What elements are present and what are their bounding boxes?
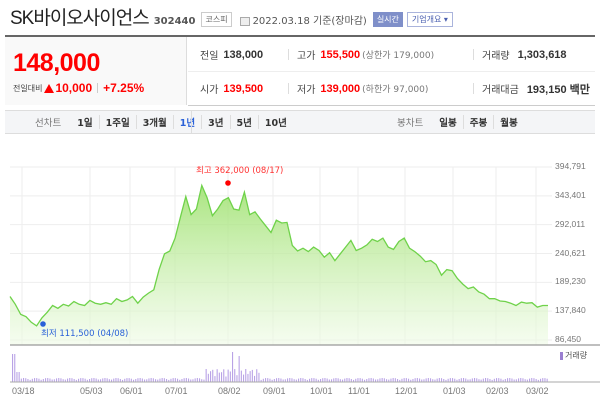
y-tick-label: 189,230 — [555, 276, 586, 287]
candle-chart-label: 봉차트 — [397, 118, 424, 129]
low-annotation: 최저 111,500 (04/08) — [41, 329, 129, 339]
change-percent: +7.25% — [103, 81, 145, 95]
period-1d[interactable]: 1일 — [77, 118, 93, 129]
x-tick-label: 02/03 — [486, 386, 509, 396]
volume-swatch-icon — [560, 351, 563, 360]
low-price: 저가 139,000 (하한가 97,000) — [288, 81, 473, 96]
price-summary: 148,000 전일대비 10,000 +7.25% — [5, 37, 187, 105]
x-tick-label: 08/02 — [218, 386, 241, 396]
y-tick-label: 86,450 — [555, 334, 581, 344]
candle-weekly[interactable]: 주봉 — [462, 115, 493, 129]
info-row-1: 전일 138,000 고가 155,500 (상한가 179,000) 거래량 … — [188, 38, 595, 72]
high-price: 고가 155,500 (상한가 179,000) — [288, 47, 473, 62]
trade-value: 거래대금 193,150 백만 — [473, 81, 590, 97]
candle-monthly[interactable]: 월봉 — [493, 115, 523, 129]
y-tick-label: 343,401 — [555, 189, 586, 200]
prev-close: 전일 138,000 — [200, 48, 264, 63]
price-line — [9, 183, 548, 327]
x-tick-label: 06/01 — [120, 386, 143, 396]
info-row-2: 시가 139,500 저가 139,000 (하한가 97,000) 거래대금 … — [188, 72, 595, 106]
price-chart[interactable] — [0, 140, 600, 410]
x-tick-label: 01/03 — [443, 386, 466, 396]
change-label: 전일대비 — [13, 83, 43, 93]
period-1w[interactable]: 1주일 — [98, 115, 136, 129]
period-3y[interactable]: 3년 — [201, 115, 229, 129]
volume: 거래량 1,303,618 — [473, 47, 567, 62]
period-1y[interactable]: 1년 — [172, 115, 201, 129]
y-tick-label: 137,840 — [555, 305, 586, 316]
x-tick-label: 12/01 — [395, 386, 418, 396]
volume-legend: 거래량 — [560, 350, 587, 361]
company-info-dropdown[interactable]: 기업개요 ▾ — [406, 12, 453, 27]
current-price: 148,000 — [13, 49, 100, 77]
high-annotation: 최고 362,000 (08/17) — [196, 166, 284, 176]
volume-bars — [12, 352, 548, 382]
stock-code: 302440 — [153, 16, 196, 27]
x-tick-label: 05/03 — [80, 386, 103, 396]
candle-chart-periods: 봉차트 일봉 주봉 월봉 — [397, 111, 524, 133]
y-tick-label: 292,011 — [555, 218, 586, 229]
change-amount: 10,000 — [55, 81, 93, 95]
market-badge: 코스피 — [201, 12, 232, 27]
divider — [191, 111, 192, 133]
y-tick-label: 394,791 — [555, 161, 586, 171]
x-tick-label: 11/01 — [348, 386, 370, 396]
title-row: SK바이오사이언스 302440 코스피 2022.03.18 기준(장마감) … — [10, 6, 453, 30]
separator — [97, 83, 99, 93]
x-tick-label: 07/01 — [165, 386, 188, 396]
x-tick-label: 10/01 — [310, 386, 333, 396]
line-chart-label: 선차트 — [35, 118, 62, 129]
x-tick-label: 09/01 — [263, 386, 286, 396]
company-name: SK바이오사이언스 — [10, 8, 150, 29]
price-change: 전일대비 10,000 +7.25% — [13, 81, 144, 95]
up-triangle-icon — [44, 83, 55, 93]
x-tick-label: 03/02 — [526, 386, 549, 396]
low-marker — [40, 321, 46, 327]
line-chart-periods: 선차트 1일 1주일 3개월 1년 3년 5년 10년 — [35, 111, 293, 133]
calendar-icon — [239, 17, 250, 26]
period-10y[interactable]: 10년 — [257, 115, 293, 129]
x-tick-label: 03/18 — [12, 386, 35, 396]
y-tick-label: 240,621 — [555, 247, 586, 258]
divider — [5, 35, 595, 37]
reference-date: 2022.03.18 기준(장마감) — [252, 16, 367, 27]
open-price: 시가 139,500 — [200, 82, 264, 97]
high-marker — [225, 180, 231, 186]
candle-daily[interactable]: 일봉 — [439, 118, 457, 129]
price-area — [10, 185, 548, 345]
chart-toolbar: 선차트 1일 1주일 3개월 1년 3년 5년 10년 봉차트 일봉 주봉 월봉 — [5, 110, 595, 134]
period-3m[interactable]: 3개월 — [135, 115, 173, 129]
period-5y[interactable]: 5년 — [229, 115, 258, 129]
realtime-button[interactable]: 실시간 — [372, 12, 403, 27]
